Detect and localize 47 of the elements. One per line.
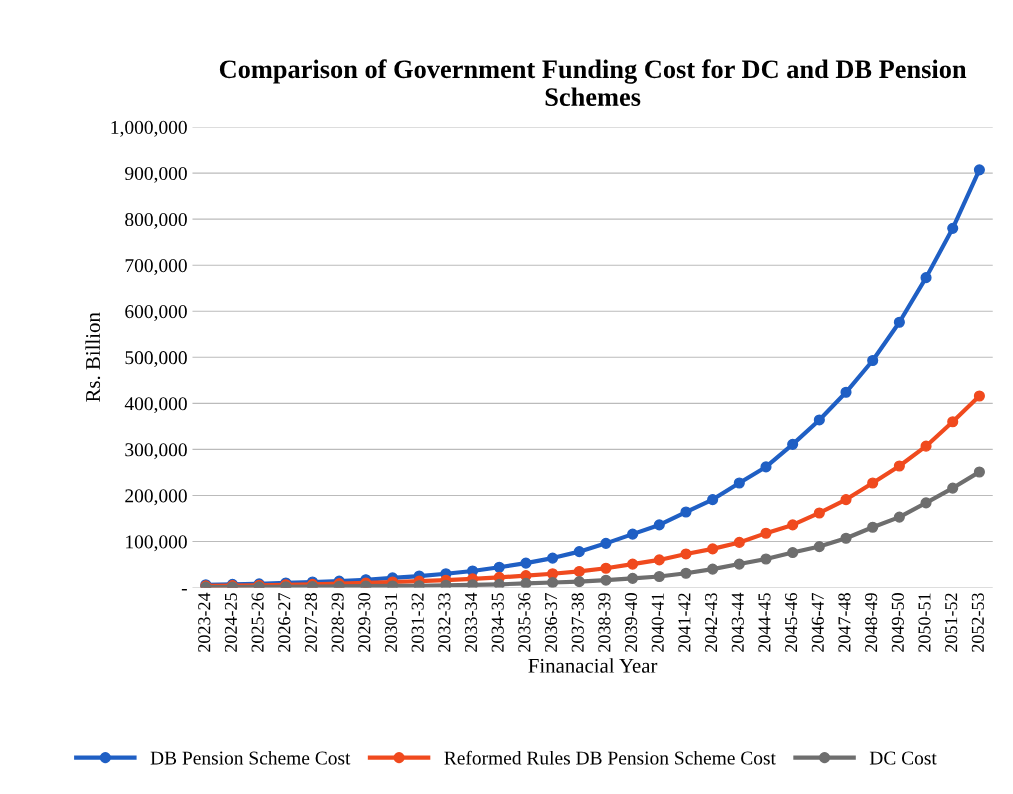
x-tick-label: 2048-49	[865, 593, 878, 652]
y-tick-label: 600,000	[125, 305, 187, 321]
x-tick-label: 2032-33	[438, 593, 451, 652]
legend-label: DB Pension Scheme Cost	[150, 750, 351, 765]
y-tick-label: 500,000	[125, 351, 187, 368]
legend-label: Reformed Rules DB Pension Scheme Cost	[444, 750, 776, 765]
x-tick-label: 2042-43	[704, 593, 718, 652]
x-tick-label: 2045-46	[785, 592, 798, 652]
x-tick-label: 2027-28	[304, 593, 318, 652]
x-tick-label: 2033-34	[464, 592, 478, 652]
x-tick-label: 2035-36	[518, 592, 531, 652]
y-tick-label: 100,000	[126, 535, 187, 552]
x-tick-label: 2025-26	[251, 592, 264, 652]
x-tick-label: 2023-24	[198, 592, 211, 652]
x-tick-label: 2049-50	[891, 593, 904, 652]
x-tick-label: 2047-48	[838, 593, 851, 652]
x-tick-label: 2051-52	[945, 593, 958, 652]
y-tick-label: 200,000	[125, 489, 187, 506]
x-tick-label: 2036-37	[544, 592, 558, 652]
y-tick-label: 1,000,000	[111, 120, 187, 137]
x-tick-label: 2037-38	[571, 593, 584, 652]
y-axis-title: Rs. Billion	[85, 312, 101, 402]
x-tick-label: 2031-32	[411, 593, 424, 652]
x-tick-label: 2026-27	[278, 592, 291, 652]
x-tick-label: 2050-51	[918, 593, 931, 652]
x-tick-label: 2028-29	[331, 593, 344, 652]
x-tick-label: 2040-41	[651, 593, 664, 652]
legend-label: DC Cost	[869, 751, 937, 765]
x-tick-label: 2030-31	[384, 593, 398, 652]
x-tick-label: 2046-47	[811, 592, 824, 652]
x-tick-label: 2043-44	[731, 592, 744, 652]
x-tick-label: 2041-42	[678, 593, 691, 652]
x-tick-label: 2039-40	[624, 593, 638, 652]
x-tick-label: 2052-53	[971, 593, 984, 652]
y-tick-label: 700,000	[125, 259, 187, 275]
x-tick-label: 2034-35	[491, 593, 504, 652]
y-tick-label: 400,000	[124, 397, 187, 414]
x-tick-label: 2029-30	[358, 593, 371, 652]
x-tick-label: 2044-45	[758, 593, 771, 652]
x-tick-label: 2038-39	[598, 593, 611, 652]
y-tick-label: 300,000	[125, 443, 187, 460]
y-tick-label: -	[181, 589, 187, 591]
y-tick-label: 800,000	[125, 212, 187, 229]
x-axis-title: Finanacial Year	[528, 658, 658, 673]
chart-title: Comparison of Government Funding Cost for DC and DB Pension Schemes	[219, 59, 967, 106]
y-tick-label: 900,000	[125, 166, 187, 183]
x-tick-label: 2024-25	[224, 593, 237, 652]
